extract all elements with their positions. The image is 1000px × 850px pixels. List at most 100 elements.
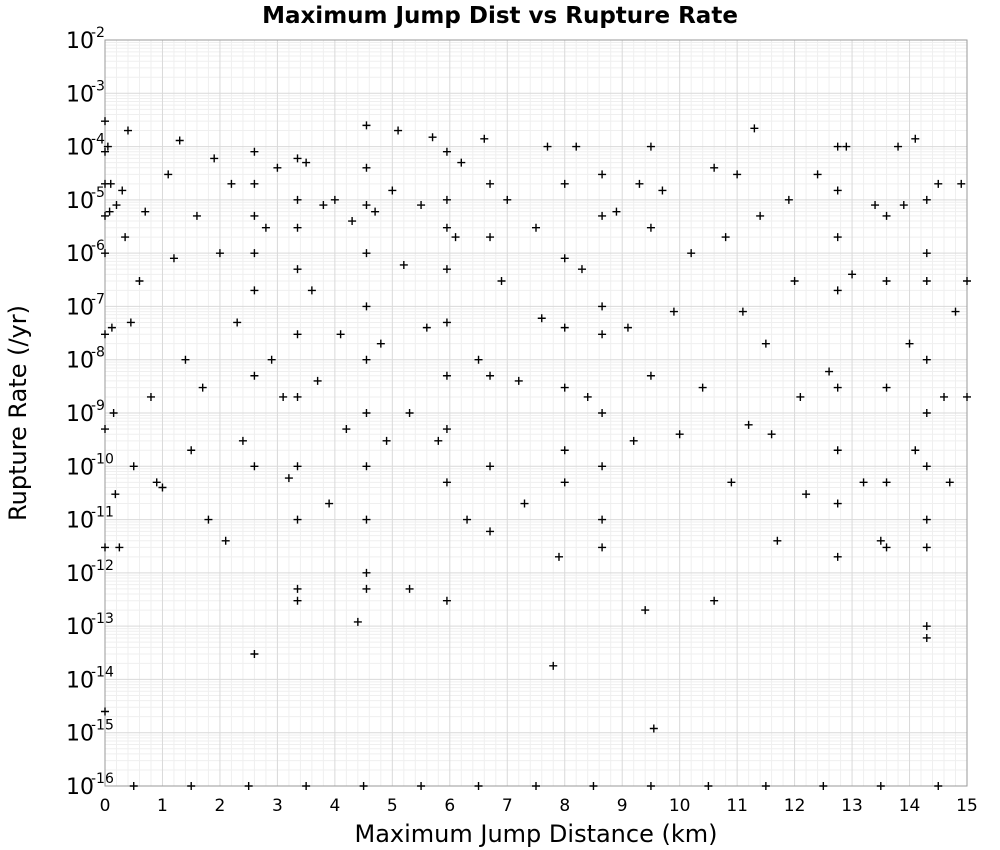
y-tick-exponent: -12 <box>91 558 114 574</box>
data-point <box>503 195 512 204</box>
data-point <box>293 596 302 605</box>
data-point <box>371 207 380 216</box>
data-point <box>319 201 328 210</box>
data-point <box>945 478 954 487</box>
data-point <box>109 409 118 417</box>
data-point <box>833 286 842 295</box>
data-point <box>121 233 130 242</box>
data-point <box>101 147 109 156</box>
data-point <box>101 211 109 220</box>
data-point <box>641 606 650 615</box>
data-point <box>833 142 842 151</box>
data-point <box>105 207 114 216</box>
data-point <box>934 782 943 790</box>
data-point <box>833 446 842 455</box>
data-point <box>598 543 607 552</box>
data-point <box>187 782 196 790</box>
data-point <box>417 201 426 210</box>
x-tick-label: 13 <box>841 796 863 816</box>
y-tick-exponent: -10 <box>91 451 114 467</box>
data-point <box>293 462 302 471</box>
data-point <box>833 186 842 195</box>
data-point <box>532 782 540 790</box>
data-point <box>882 543 891 552</box>
data-point <box>520 499 529 508</box>
data-point <box>261 223 270 232</box>
data-point <box>646 371 655 380</box>
data-point <box>598 515 607 524</box>
data-point <box>922 195 931 204</box>
data-point <box>302 782 311 790</box>
data-point <box>612 207 621 216</box>
x-tick-label: 6 <box>444 796 455 816</box>
data-point <box>876 536 885 545</box>
data-point <box>669 307 678 316</box>
data-point <box>560 179 569 188</box>
y-tick-label: 10 <box>66 82 94 107</box>
data-point <box>250 462 259 471</box>
data-point <box>250 179 259 188</box>
data-point <box>330 195 339 204</box>
data-point <box>598 409 607 417</box>
data-point <box>704 782 713 790</box>
data-point <box>244 782 253 790</box>
data-point <box>899 201 908 210</box>
data-point <box>922 249 931 258</box>
data-point <box>250 211 259 220</box>
data-point <box>250 147 259 156</box>
y-tick-exponent: -4 <box>91 132 105 148</box>
data-point <box>710 596 719 605</box>
data-point <box>210 154 219 163</box>
data-point <box>756 211 765 220</box>
data-point <box>727 478 736 487</box>
data-point <box>790 277 799 286</box>
data-point <box>554 552 563 561</box>
data-point <box>876 782 885 790</box>
data-point <box>905 339 914 348</box>
data-point <box>442 371 451 380</box>
data-point <box>293 515 302 524</box>
data-point <box>123 126 132 135</box>
y-tick-label: 10 <box>66 722 94 747</box>
data-point <box>882 211 891 220</box>
data-point <box>623 323 632 332</box>
y-tick-label: 10 <box>66 455 94 480</box>
data-point <box>833 499 842 508</box>
data-point <box>107 323 116 332</box>
y-tick-exponent: -3 <box>91 78 105 94</box>
data-point <box>250 286 259 295</box>
data-point <box>348 217 357 226</box>
data-point <box>362 568 371 577</box>
data-point <box>767 430 776 439</box>
y-tick-label: 10 <box>66 136 94 161</box>
data-point <box>233 318 242 327</box>
data-point <box>710 163 719 172</box>
data-point <box>497 277 506 286</box>
data-point <box>451 233 460 242</box>
grid-lines <box>104 39 968 787</box>
y-tick-label: 10 <box>66 295 94 320</box>
data-point <box>463 515 472 524</box>
data-point <box>894 142 903 151</box>
data-point <box>293 223 302 232</box>
x-tick-label: 11 <box>726 796 748 816</box>
data-point <box>141 207 150 216</box>
data-point <box>577 265 586 274</box>
data-point <box>842 142 851 151</box>
y-tick-label: 10 <box>66 242 94 267</box>
y-axis-label: Rupture Rate (/yr) <box>4 305 32 521</box>
data-point <box>598 211 607 220</box>
data-point <box>833 552 842 561</box>
data-point <box>560 478 569 487</box>
data-point <box>442 478 451 487</box>
data-point <box>859 478 868 487</box>
y-tick-label: 10 <box>66 189 94 214</box>
x-tick-label: 8 <box>559 796 570 816</box>
data-point <box>583 392 592 401</box>
x-tick-label: 9 <box>617 796 628 816</box>
data-point <box>293 584 302 593</box>
data-point <box>101 707 109 716</box>
data-point <box>111 490 120 499</box>
data-point <box>169 254 178 263</box>
data-point <box>158 483 167 492</box>
